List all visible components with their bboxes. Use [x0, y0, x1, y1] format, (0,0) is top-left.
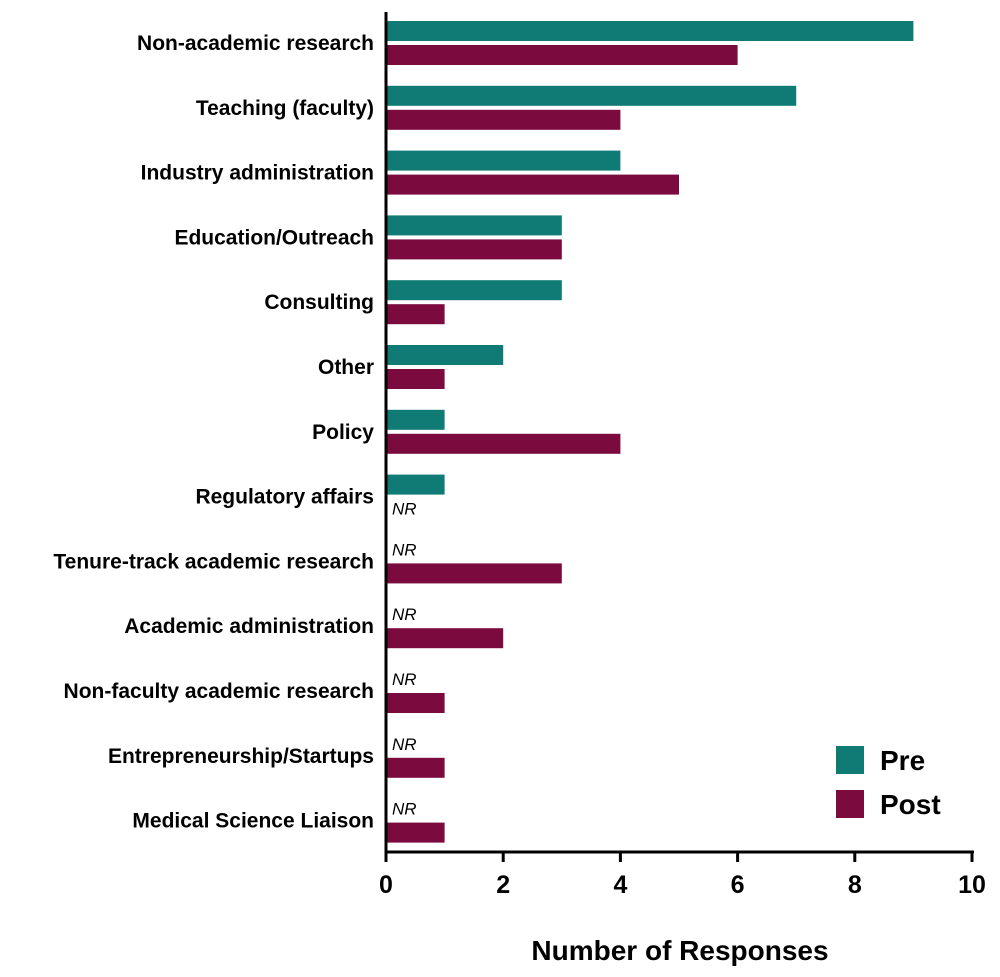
x-tick-label-8: 8 — [848, 871, 862, 899]
legend-label-pre: Pre — [880, 745, 925, 776]
category-label-regulatory-affairs: Regulatory affairs — [195, 486, 374, 509]
bars-layer — [386, 21, 914, 843]
x-tick-label-6: 6 — [731, 871, 745, 899]
bar-post-medical-science-liaison — [386, 822, 445, 843]
nr-label-pre-non-faculty-academic-research: NR — [392, 670, 417, 689]
bar-post-entrepreneurship-startups — [386, 757, 445, 778]
category-label-industry-administration: Industry administration — [141, 162, 374, 185]
bar-pre-industry-administration — [386, 150, 621, 171]
x-axis-title: Number of Responses — [531, 935, 828, 966]
nr-label-pre-academic-administration: NR — [392, 605, 417, 624]
x-tick-label-10: 10 — [958, 871, 986, 899]
legend: Pre Post — [836, 745, 941, 820]
bar-post-other — [386, 369, 445, 389]
bar-pre-teaching-faculty — [386, 85, 797, 106]
nr-label-pre-entrepreneurship-startups: NR — [392, 735, 417, 754]
bar-post-industry-administration — [386, 174, 679, 195]
nr-label-post-regulatory-affairs: NR — [392, 500, 417, 519]
bar-pre-education-outreach — [386, 215, 562, 236]
category-label-teaching-faculty: Teaching (faculty) — [196, 97, 374, 120]
bar-pre-consulting — [386, 280, 562, 301]
nr-labels: NR NR NR NR NR NR — [392, 500, 417, 819]
x-tick-label-0: 0 — [379, 871, 393, 899]
category-label-non-academic-research: Non-academic research — [137, 32, 374, 55]
bar-post-academic-administration — [386, 628, 504, 649]
bar-post-non-faculty-academic-research — [386, 693, 445, 713]
bar-post-education-outreach — [386, 239, 562, 260]
category-label-consulting: Consulting — [264, 291, 374, 314]
category-label-medical-science-liaison: Medical Science Liaison — [132, 810, 374, 833]
bar-post-policy — [386, 433, 621, 454]
x-tick-label-2: 2 — [496, 871, 510, 899]
legend-label-post: Post — [880, 789, 941, 820]
x-tick-label-4: 4 — [613, 871, 627, 899]
nr-label-pre-medical-science-liaison: NR — [392, 800, 417, 819]
bar-pre-policy — [386, 409, 445, 430]
category-label-policy: Policy — [312, 421, 374, 444]
bar-pre-non-academic-research — [386, 21, 914, 41]
bar-post-non-academic-research — [386, 45, 738, 65]
axes — [384, 12, 974, 854]
bar-post-teaching-faculty — [386, 109, 621, 130]
x-ticks: 0 2 4 6 8 10 — [379, 852, 986, 899]
nr-label-pre-tenure-track-academic-research: NR — [392, 540, 417, 559]
category-labels: Non-academic research Teaching (faculty) I… — [53, 32, 374, 833]
category-label-entrepreneurship-startups: Entrepreneurship/Startups — [108, 745, 374, 768]
bar-post-tenure-track-academic-research — [386, 563, 562, 584]
category-label-non-faculty-academic-research: Non-faculty academic research — [64, 680, 374, 703]
bar-pre-other — [386, 345, 504, 365]
bar-post-consulting — [386, 304, 445, 325]
bar-pre-regulatory-affairs — [386, 474, 445, 495]
category-label-academic-administration: Academic administration — [124, 615, 374, 638]
category-label-other: Other — [318, 356, 374, 379]
legend-swatch-pre — [836, 746, 864, 774]
category-label-tenure-track-academic-research: Tenure-track academic research — [53, 550, 374, 573]
legend-swatch-post — [836, 790, 864, 818]
category-label-education-outreach: Education/Outreach — [174, 226, 374, 249]
